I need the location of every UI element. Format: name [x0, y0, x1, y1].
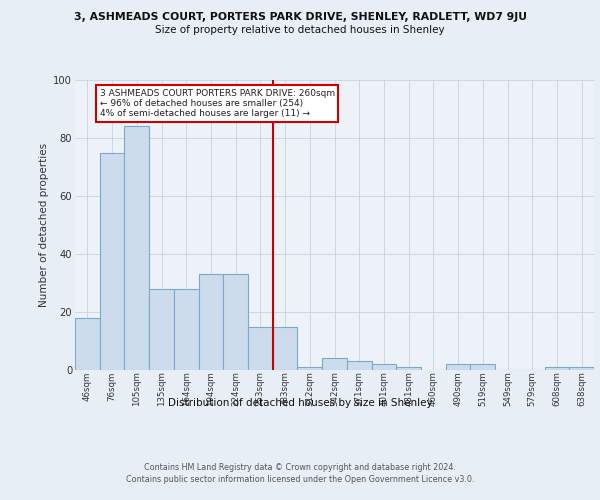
Bar [248, 326, 273, 370]
Bar [273, 326, 298, 370]
Bar [545, 367, 569, 370]
Bar [298, 367, 322, 370]
Bar [470, 364, 495, 370]
Bar [124, 126, 149, 370]
Text: 3 ASHMEADS COURT PORTERS PARK DRIVE: 260sqm
← 96% of detached houses are smaller: 3 ASHMEADS COURT PORTERS PARK DRIVE: 260… [100, 88, 335, 118]
Text: 3, ASHMEADS COURT, PORTERS PARK DRIVE, SHENLEY, RADLETT, WD7 9JU: 3, ASHMEADS COURT, PORTERS PARK DRIVE, S… [74, 12, 527, 22]
Bar [174, 289, 199, 370]
Bar [446, 364, 470, 370]
Bar [149, 289, 174, 370]
Bar [100, 152, 124, 370]
Bar [371, 364, 396, 370]
Text: Contains HM Land Registry data © Crown copyright and database right 2024.: Contains HM Land Registry data © Crown c… [144, 462, 456, 471]
Bar [396, 367, 421, 370]
Bar [199, 274, 223, 370]
Text: Distribution of detached houses by size in Shenley: Distribution of detached houses by size … [167, 398, 433, 407]
Bar [75, 318, 100, 370]
Bar [223, 274, 248, 370]
Text: Size of property relative to detached houses in Shenley: Size of property relative to detached ho… [155, 25, 445, 35]
Bar [569, 367, 594, 370]
Bar [322, 358, 347, 370]
Text: Contains public sector information licensed under the Open Government Licence v3: Contains public sector information licen… [126, 475, 474, 484]
Y-axis label: Number of detached properties: Number of detached properties [39, 143, 49, 307]
Bar [347, 362, 371, 370]
